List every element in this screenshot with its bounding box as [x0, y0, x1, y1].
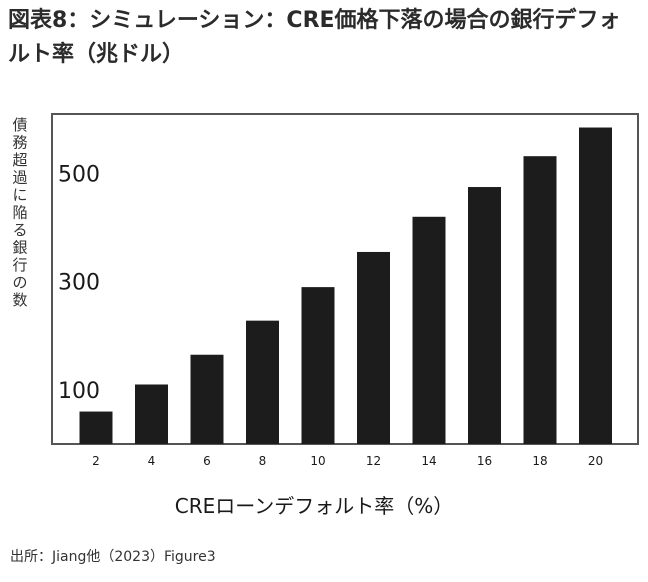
x-tick-label: 2 — [92, 454, 100, 468]
plot-frame — [51, 113, 639, 445]
y-axis-label-char: に — [12, 186, 27, 204]
bar-2 — [79, 411, 113, 444]
y-axis-label-char: 債 — [12, 116, 27, 134]
y-axis-label-char: 務 — [12, 134, 27, 152]
y-axis-label-char: 数 — [12, 291, 27, 309]
x-tick-labels: 2 4 6 8 10 12 14 16 18 20 — [92, 454, 603, 468]
x-tick-label: 8 — [259, 454, 267, 468]
y-tick-label: 100 — [58, 379, 100, 404]
y-tick-labels: 100 300 500 — [58, 163, 100, 404]
source-note: 出所：Jiang他（2023）Figure3 — [10, 549, 216, 565]
y-axis-label-char: る — [12, 221, 27, 239]
y-tick-label: 500 — [58, 163, 100, 188]
y-axis-label-char: 陥 — [12, 204, 27, 222]
y-axis-label-char: の — [12, 274, 27, 292]
x-axis-label: CREローンデフォルト率（%） — [175, 494, 454, 518]
bar-4 — [135, 384, 168, 444]
chart-title: 図表8：シミュレーション：CRE価格下落の場合の銀行デフォルト率（兆ドル） — [8, 8, 621, 67]
x-tick-label: 16 — [477, 454, 492, 468]
x-tick-label: 20 — [588, 454, 603, 468]
x-tick-label: 10 — [310, 454, 325, 468]
y-axis-label-char: 行 — [12, 256, 27, 274]
bar-16 — [468, 187, 501, 444]
x-tick-label: 14 — [421, 454, 436, 468]
bar-14 — [412, 216, 446, 444]
y-axis-label-char: 過 — [12, 169, 27, 187]
bar-18 — [523, 156, 557, 444]
y-axis-label-char: 銀 — [12, 239, 27, 257]
y-tick-label: 300 — [58, 271, 100, 296]
y-axis-label-char: 超 — [12, 151, 27, 169]
bar-10 — [301, 287, 335, 444]
bar-8 — [246, 320, 279, 444]
bar-20 — [579, 127, 612, 444]
bars — [79, 127, 612, 444]
bar-12 — [357, 251, 390, 444]
x-tick-label: 18 — [532, 454, 547, 468]
bar-6 — [190, 354, 224, 444]
x-tick-label: 12 — [366, 454, 381, 468]
x-tick-label: 6 — [203, 454, 211, 468]
x-tick-label: 4 — [148, 454, 156, 468]
